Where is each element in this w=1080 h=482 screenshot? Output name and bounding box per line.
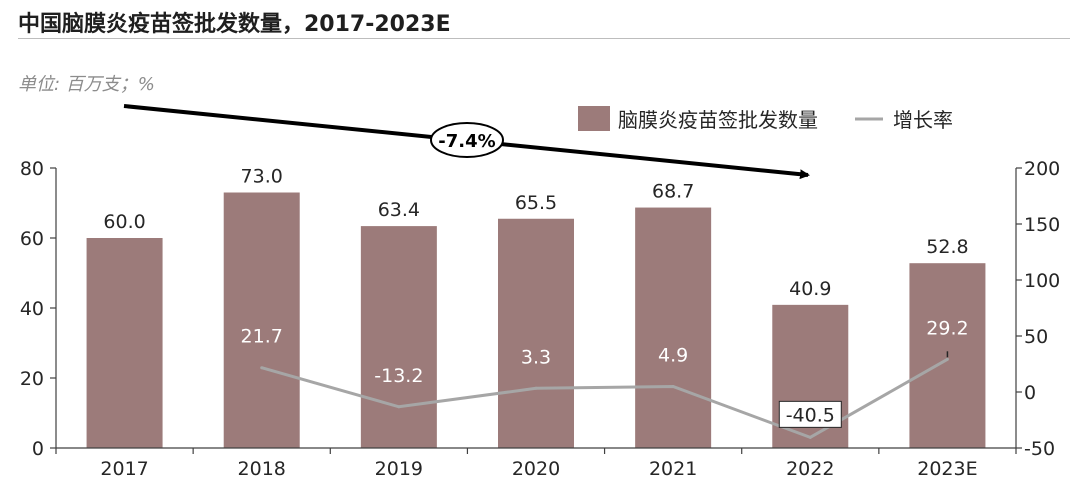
x-axis-category-label: 2020 [512, 458, 560, 480]
x-axis-category-label: 2018 [238, 458, 286, 480]
cagr-annotation: -7.4% [123, 104, 810, 180]
cagr-label: -7.4% [438, 131, 495, 152]
bar-2019 [360, 226, 437, 448]
bar-value-label: 63.4 [378, 199, 420, 221]
bar-2021 [635, 207, 712, 448]
legend-bar-label: 脑膜炎疫苗签批发数量 [618, 108, 818, 132]
left-axis-tick-label: 20 [20, 368, 44, 390]
growth-value-label: 4.9 [658, 345, 688, 367]
growth-rate-point [260, 366, 264, 370]
bar-value-label: 52.8 [926, 236, 968, 258]
bar-value-label: 73.0 [241, 166, 283, 188]
growth-value-label: -40.5 [786, 404, 835, 426]
growth-value-label: 3.3 [521, 346, 551, 368]
right-axis-tick-label: 100 [1024, 270, 1060, 292]
legend: 脑膜炎疫苗签批发数量 增长率 [578, 106, 953, 132]
left-axis-tick-label: 0 [32, 438, 44, 460]
right-axis-tick-label: 0 [1024, 382, 1036, 404]
right-axis-tick-label: 200 [1024, 158, 1060, 180]
bar-value-label: 60.0 [103, 211, 145, 233]
x-axis-category-label: 2022 [786, 458, 834, 480]
growth-label-box [778, 400, 842, 428]
growth-rate-point [671, 385, 675, 389]
growth-rate-point [397, 405, 401, 409]
growth-rate-point [945, 357, 949, 361]
growth-rate-point [808, 435, 812, 439]
right-axis-tick-label: -50 [1024, 438, 1055, 460]
x-axis-category-label: 2019 [375, 458, 423, 480]
unit-label: 单位: 百万支；% [18, 74, 155, 95]
bar-value-label: 40.9 [789, 278, 831, 300]
cagr-badge [430, 122, 504, 158]
x-axis-category-label: 2023E [917, 458, 977, 480]
left-axis-tick-label: 40 [20, 298, 44, 320]
x-axis-category-label: 2021 [649, 458, 697, 480]
growth-value-label: 21.7 [241, 326, 283, 348]
chart-title: 中国脑膜炎疫苗签批发数量，2017-2023E [18, 12, 451, 37]
left-axis-tick-label: 60 [20, 228, 44, 250]
bar-value-label: 68.7 [652, 181, 694, 203]
bars-layer [86, 192, 986, 448]
legend-line-label: 增长率 [893, 108, 953, 132]
right-axis-tick-label: 50 [1024, 326, 1048, 348]
data-labels-layer: 60.0 73.0 63.4 65.5 68.7 40.9 52.8 21.7 -13.2 3.3… [103, 166, 969, 428]
x-axis-category-label: 2017 [100, 458, 148, 480]
bar-value-label: 65.5 [515, 192, 557, 214]
right-axis-tick-label: 150 [1024, 214, 1060, 236]
title-divider [18, 38, 1070, 39]
left-axis-tick-label: 80 [20, 158, 44, 180]
bar-2017 [86, 238, 163, 448]
axes-layer: 0 20 40 60 80 -50 0 50 100 150 200 2017 2018 2019 2020… [20, 158, 1060, 480]
growth-value-label: 29.2 [926, 317, 968, 339]
bar-2018 [223, 192, 300, 448]
legend-bar-swatch [578, 106, 610, 131]
bar-2020 [498, 218, 574, 448]
growth-rate-point [534, 386, 538, 390]
growth-value-label: -13.2 [374, 365, 423, 387]
